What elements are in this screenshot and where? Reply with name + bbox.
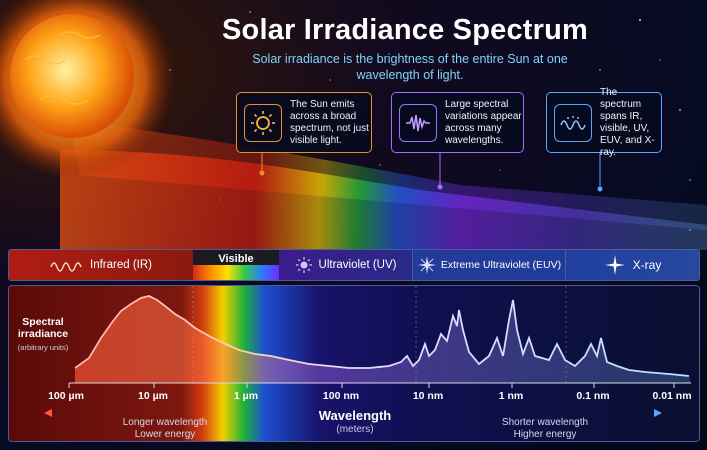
y-axis-units: (arbitrary units): [17, 343, 69, 352]
x-tick: 1 µm: [233, 390, 259, 402]
direction-left-line1: Longer wavelength: [122, 417, 208, 428]
band-label: Infrared (IR): [90, 259, 152, 271]
xray-star-icon: [604, 255, 625, 275]
x-axis-units: (meters): [336, 424, 374, 435]
direction-left-line2: Lower energy: [134, 429, 196, 440]
y-axis-label-line2: irradiance: [17, 328, 69, 340]
x-axis-label: Wavelength: [318, 408, 392, 423]
direction-right-note: Shorter wavelength Higher energy: [480, 417, 610, 441]
wave-icon: [399, 103, 437, 142]
subtitle: Solar irradiance is the brightness of th…: [252, 52, 568, 82]
spectrum-wave-icon: [554, 103, 592, 142]
band-label: Visible: [218, 253, 254, 265]
y-axis-label: Spectral irradiance (arbitrary units): [15, 316, 71, 354]
callout-text: The Sun emits across a broad spectrum, n…: [290, 98, 369, 146]
direction-arrow-left: [44, 409, 294, 417]
x-tick: 100 µm: [48, 390, 84, 402]
band-label: Extreme Ultraviolet (EUV): [440, 259, 562, 271]
ultraviolet-sun-icon: [295, 257, 312, 273]
direction-arrow-right: [412, 409, 662, 417]
direction-left-note: Longer wavelength Lower energy: [100, 417, 230, 441]
callout-spectrum-span: The spectrum spans IR, visible, UV, EUV,…: [546, 87, 662, 158]
band-bar: Infrared (IR) Visible Ultraviolet (UV) E…: [8, 249, 700, 281]
starburst-icon: [417, 256, 436, 274]
direction-right-line2: Higher energy: [513, 429, 577, 440]
band-xray: X-ray: [565, 250, 699, 280]
x-tick: 0.01 nm: [652, 390, 692, 402]
callout-text: Large spectral variations appear across …: [445, 98, 522, 146]
band-ultraviolet: Ultraviolet (UV): [279, 250, 412, 280]
band-label: X-ray: [632, 258, 662, 272]
sun-icon: [244, 103, 282, 142]
x-tick: 0.1 nm: [576, 390, 610, 402]
x-tick: 100 nm: [322, 390, 360, 402]
wavy-line-icon: [50, 262, 82, 272]
callout-broad-spectrum: The Sun emits across a broad spectrum, n…: [236, 92, 372, 153]
x-tick: 10 µm: [138, 390, 168, 402]
x-tick: 1 nm: [498, 390, 524, 402]
band-visible: Visible: [193, 250, 279, 280]
page-title: Solar Irradiance Spectrum: [221, 14, 589, 46]
y-axis-label-line1: Spectral: [22, 316, 64, 328]
callout-text: The spectrum spans IR, visible, UV, EUV,…: [600, 86, 655, 158]
spectrum-chart: [9, 286, 699, 441]
direction-right-line1: Shorter wavelength: [501, 417, 589, 428]
x-tick: 10 nm: [412, 390, 444, 402]
band-extreme-ultraviolet: Extreme Ultraviolet (EUV): [412, 250, 566, 280]
callout-spectral-variations: Large spectral variations appear across …: [391, 92, 524, 153]
band-label: Ultraviolet (UV): [318, 259, 397, 271]
band-infrared: Infrared (IR): [9, 250, 193, 280]
spectrum-plot: Spectral irradiance (arbitrary units): [8, 285, 700, 442]
